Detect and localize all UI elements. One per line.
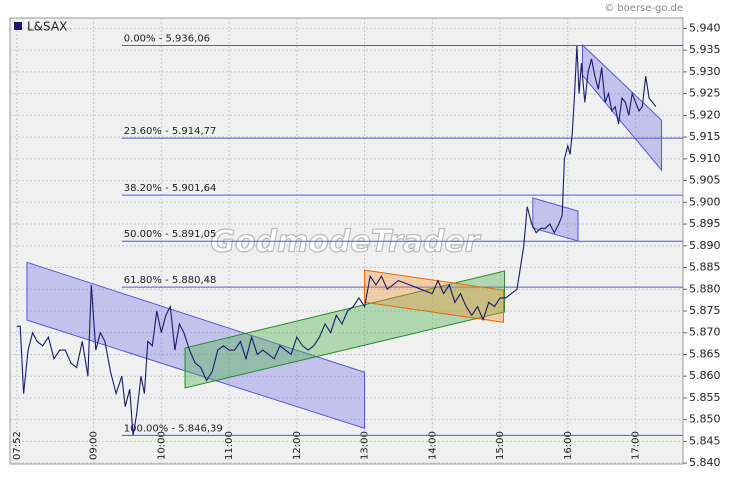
x-tick-label: 10:00 (156, 431, 167, 460)
copyright: © boerse-go.de (604, 3, 683, 14)
x-tick-label: 12:00 (292, 431, 303, 460)
fib-label: 50.00% - 5.891,05 (124, 229, 217, 240)
x-tick-label: 17:00 (631, 431, 642, 460)
y-tick-label: 5.875 (689, 304, 721, 317)
y-tick-label: 5.930 (689, 65, 721, 78)
y-tick-label: 5.890 (689, 239, 721, 252)
y-tick-label: 5.910 (689, 152, 721, 165)
y-tick-label: 5.900 (689, 195, 721, 208)
channel (364, 269, 504, 323)
channel (184, 270, 506, 389)
fib-label: 23.60% - 5.914,77 (124, 126, 217, 137)
y-tick-label: 5.935 (689, 43, 721, 56)
fib-label: 0.00% - 5.936,06 (124, 34, 210, 45)
x-tick-label: 13:00 (360, 431, 371, 460)
y-tick-label: 5.840 (689, 456, 721, 469)
x-tick-label: 15:00 (495, 431, 506, 460)
x-tick-label: 11:00 (224, 431, 235, 460)
fib-label: 61.80% - 5.880,48 (124, 275, 217, 286)
y-tick-label: 5.855 (689, 391, 721, 404)
y-tick-label: 5.845 (689, 434, 721, 447)
y-tick-label: 5.915 (689, 130, 721, 143)
y-tick-label: 5.860 (689, 369, 721, 382)
y-tick-label: 5.905 (689, 174, 721, 187)
y-tick-label: 5.885 (689, 261, 721, 274)
y-tick-label: 5.925 (689, 87, 721, 100)
legend-swatch (14, 22, 22, 30)
legend-label: L&SAX (27, 20, 67, 34)
x-tick-label: 16:00 (563, 431, 574, 460)
fib-label: 38.20% - 5.901,64 (124, 183, 217, 194)
y-tick-label: 5.850 (689, 413, 721, 426)
y-tick-label: 5.920 (689, 108, 721, 121)
y-tick-label: 5.870 (689, 326, 721, 339)
price-line (16, 45, 657, 436)
y-tick-label: 5.940 (689, 21, 721, 34)
x-tick-label: 07:52 (12, 431, 23, 460)
y-tick-label: 5.880 (689, 282, 721, 295)
x-tick-label: 14:00 (427, 431, 438, 460)
y-tick-label: 5.895 (689, 217, 721, 230)
fib-label: 100.00% - 5.846,39 (124, 423, 223, 434)
x-tick-label: 09:00 (89, 431, 100, 460)
watermark: GodmodeTrader (210, 225, 481, 260)
y-tick-label: 5.865 (689, 347, 721, 360)
